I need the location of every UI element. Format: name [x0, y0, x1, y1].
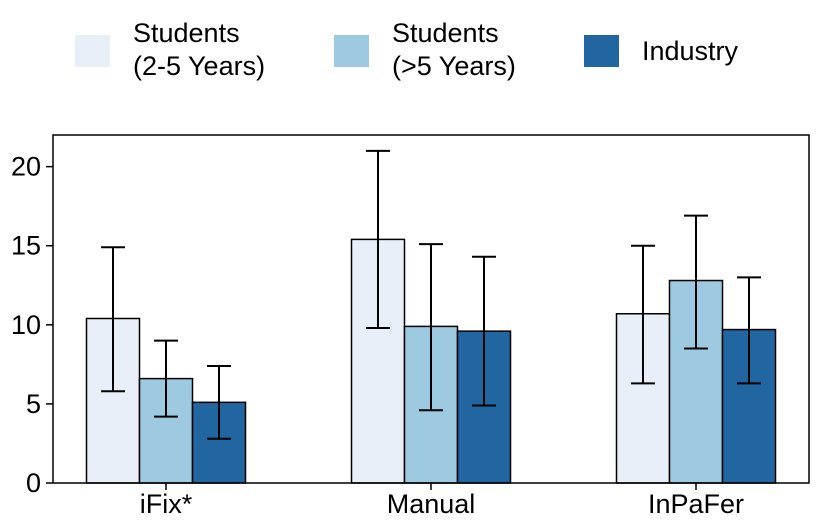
- error-bar-1-0: [154, 339, 178, 418]
- error-bar-2-1: [472, 255, 496, 407]
- legend-swatch: [584, 35, 619, 67]
- legend-swatch: [75, 35, 110, 67]
- legend-item-1: Students(>5 Years): [334, 18, 516, 81]
- y-tick-label: 15: [11, 231, 41, 261]
- y-tick-label: 5: [26, 389, 41, 419]
- x-axis: iFix* Manual InPaFer: [140, 483, 744, 519]
- legend-label: (2-5 Years): [133, 51, 265, 81]
- legend-label: Industry: [642, 36, 739, 66]
- x-tick-label: iFix*: [140, 489, 193, 519]
- y-axis: 0 5 10 15 20: [11, 152, 53, 498]
- y-tick-label: 10: [11, 310, 41, 340]
- error-bar-2-0: [207, 364, 231, 440]
- x-tick-label: Manual: [387, 489, 476, 519]
- legend-label: Students: [392, 18, 499, 48]
- legend-item-0: Students(2-5 Years): [75, 18, 265, 81]
- error-bar-0-0: [101, 246, 125, 393]
- y-tick-label: 20: [11, 152, 41, 182]
- error-bar-0-1: [366, 149, 390, 329]
- error-bar-1-1: [419, 243, 443, 412]
- error-bar-0-2: [631, 244, 655, 385]
- legend-label: Students: [133, 18, 240, 48]
- error-bars: [101, 149, 761, 440]
- error-bar-1-2: [684, 214, 708, 350]
- legend-item-2: Industry: [584, 35, 739, 67]
- y-tick-label: 0: [26, 468, 41, 498]
- legend-swatch: [334, 35, 369, 67]
- x-tick-label: InPaFer: [648, 489, 744, 519]
- legend: Students(2-5 Years)Students(>5 Years) Ind…: [75, 18, 739, 81]
- error-bar-2-2: [737, 276, 761, 385]
- legend-label: (>5 Years): [392, 51, 516, 81]
